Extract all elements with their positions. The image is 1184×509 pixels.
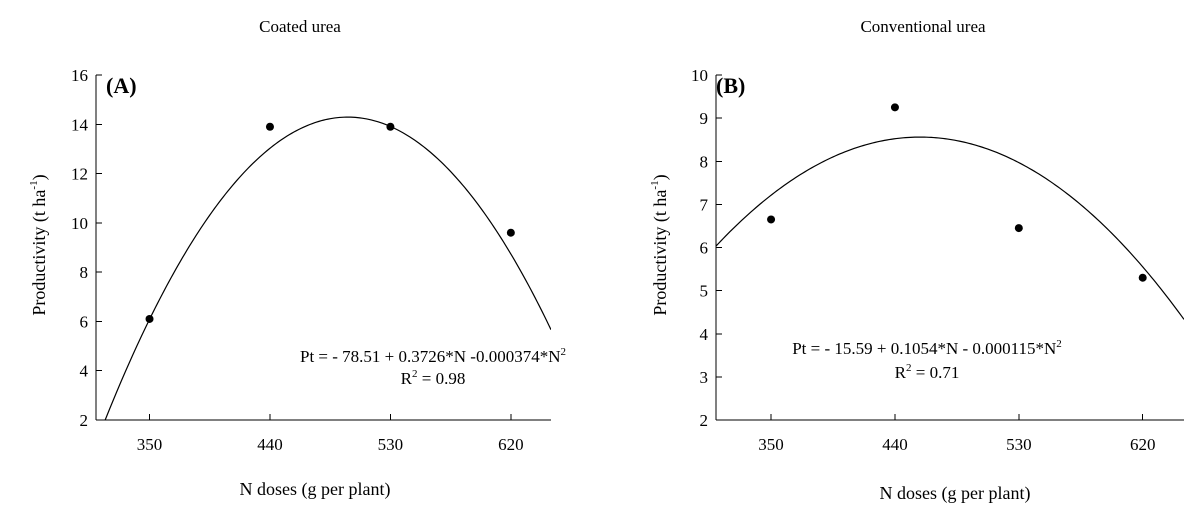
panel-label: (A): [106, 73, 137, 98]
y-tick-label: 3: [700, 368, 709, 387]
data-point: [890, 103, 899, 112]
r-squared: R2 = 0.98: [401, 368, 466, 388]
y-tick-label: 16: [71, 66, 88, 85]
fitted-curve: [104, 116, 551, 420]
chart-title: Coated urea: [259, 17, 341, 36]
y-tick-label: 2: [700, 411, 709, 430]
chart-title: Conventional urea: [860, 17, 986, 36]
regression-equation: Pt = - 15.59 + 0.1054*N - 0.000115*N2: [792, 338, 1062, 358]
y-tick-label: 6: [80, 312, 89, 331]
regression-equation: Pt = - 78.51 + 0.3726*N -0.000374*N2: [300, 346, 566, 366]
y-tick-label: 2: [80, 411, 89, 430]
chart-panel-b: Conventional urea 2 3 4 5 6 7 8 9 10 350 440 530 620 N…: [649, 17, 1184, 504]
data-point: [1014, 224, 1023, 233]
x-tick-label: 440: [257, 435, 283, 454]
y-tick-label: 4: [700, 325, 709, 344]
y-tick-label: 5: [700, 282, 709, 301]
y-tick-label: 9: [700, 109, 709, 128]
x-tick-label: 530: [1006, 435, 1032, 454]
x-tick-label: 440: [882, 435, 908, 454]
y-tick-label: 8: [80, 263, 89, 282]
y-tick-label: 12: [71, 165, 88, 184]
data-point: [386, 122, 395, 131]
y-tick-label: 4: [80, 362, 89, 381]
data-point: [506, 228, 515, 237]
fitted-curve: [716, 136, 1184, 320]
panel-label: (B): [716, 73, 745, 98]
data-point: [145, 314, 154, 323]
data-point: [1138, 273, 1147, 282]
data-point: [767, 215, 776, 224]
x-tick-label: 350: [137, 435, 163, 454]
y-axis-label: Productivity (t ha-1): [649, 174, 671, 315]
chart-panel-a: Coated urea 2 4 6 8 10 12 14 16 350 440 530 620 N dos…: [28, 17, 566, 500]
y-tick-label: 6: [700, 239, 709, 258]
y-axis-label: Productivity (t ha-1): [28, 174, 50, 315]
data-point: [265, 122, 274, 131]
x-axis-label: N doses (g per plant): [240, 479, 391, 500]
y-tick-label: 10: [71, 214, 88, 233]
x-tick-label: 620: [498, 435, 524, 454]
r-squared: R2 = 0.71: [895, 362, 960, 382]
x-axis-label: N doses (g per plant): [880, 483, 1031, 504]
y-tick-label: 14: [71, 115, 89, 134]
x-tick-label: 530: [378, 435, 404, 454]
x-tick-label: 350: [758, 435, 784, 454]
y-tick-label: 10: [691, 66, 708, 85]
y-tick-label: 7: [700, 195, 709, 214]
x-tick-label: 620: [1130, 435, 1156, 454]
y-tick-label: 8: [700, 152, 709, 171]
